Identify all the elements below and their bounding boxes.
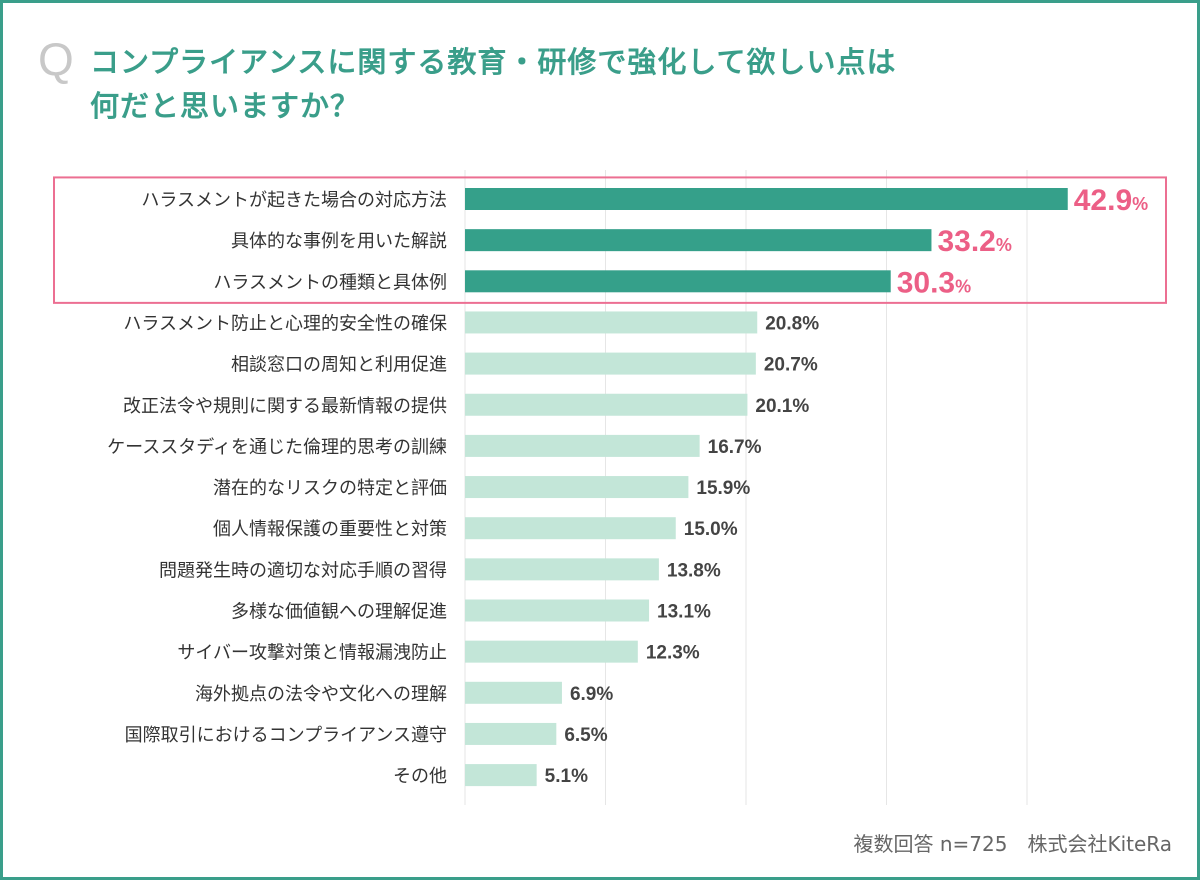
category-label: ハラスメントが起きた場合の対応方法 (141, 190, 447, 211)
bar (465, 311, 758, 334)
value-label: 30.3% (897, 266, 971, 299)
unit-label: % (704, 560, 721, 581)
category-label: 問題発生時の適切な対応手順の習得 (159, 560, 447, 581)
value-label: 15.9% (696, 478, 750, 499)
category-label: 改正法令や規則に関する最新情報の提供 (123, 396, 447, 417)
unit-label: % (745, 437, 762, 458)
value-label: 20.7% (764, 355, 818, 376)
unit-label: % (955, 276, 971, 296)
unit-label: % (802, 313, 819, 334)
bar (465, 764, 537, 787)
bar (465, 393, 748, 416)
bar (465, 270, 891, 293)
category-label: 個人情報保護の重要性と対策 (213, 519, 447, 540)
bar (465, 188, 1068, 210)
unit-label: % (683, 643, 700, 664)
value-label: 6.5% (564, 725, 607, 746)
unit-label: % (801, 355, 818, 376)
category-label: その他 (393, 766, 447, 787)
value-label: 12.3% (646, 643, 700, 664)
title-line-2: 何だと思いますか？ (90, 89, 361, 123)
bar (465, 599, 650, 622)
category-label: サイバー攻撃対策と情報漏洩防止 (177, 643, 447, 664)
chart-title: コンプライアンスに関する教育・研修で強化して欲しい点は 何だと思いますか？ (90, 40, 990, 128)
highlight-box (53, 176, 1167, 304)
bar (465, 476, 689, 499)
bar (465, 558, 659, 581)
value-label: 20.8% (765, 313, 819, 334)
value-label: 16.7% (708, 437, 762, 458)
value-label: 13.1% (657, 602, 711, 623)
unit-label: % (792, 396, 809, 417)
unit-label: % (1132, 194, 1148, 214)
bar (465, 517, 676, 540)
category-label: 相談窓口の周知と利用促進 (231, 355, 447, 376)
question-mark: Q (38, 33, 74, 85)
category-label: 多様な価値観への理解促進 (231, 602, 447, 623)
category-label: 具体的な事例を用いた解説 (231, 231, 447, 252)
unit-label: % (721, 519, 738, 540)
category-label: 潜在的なリスクの特定と評価 (213, 478, 447, 499)
value-label: 13.8% (667, 560, 721, 581)
value-label: 5.1% (545, 766, 588, 787)
unit-label: % (571, 766, 588, 787)
bar (465, 640, 638, 663)
bar (465, 681, 562, 704)
unit-label: % (733, 478, 750, 499)
footer-note: 複数回答 n=725 株式会社KiteRa (853, 832, 1173, 856)
category-label: ハラスメントの種類と具体例 (213, 272, 447, 293)
value-label: 20.1% (755, 396, 809, 417)
bar (465, 722, 557, 745)
unit-label: % (996, 235, 1012, 255)
title-line-1: コンプライアンスに関する教育・研修で強化して欲しい点は (90, 45, 897, 79)
bar (465, 434, 700, 457)
bar (465, 352, 756, 375)
unit-label: % (596, 684, 613, 705)
value-label: 15.0% (684, 519, 738, 540)
unit-label: % (591, 725, 608, 746)
category-label: 海外拠点の法令や文化への理解 (195, 684, 447, 705)
value-label: 6.9% (570, 684, 613, 705)
category-label: ケーススタディを通じた倫理的思考の訓練 (107, 437, 447, 458)
value-label: 42.9% (1074, 184, 1148, 217)
value-label: 33.2% (937, 225, 1011, 258)
unit-label: % (694, 602, 711, 623)
category-label: ハラスメント防止と心理的安全性の確保 (123, 313, 447, 334)
bar (465, 229, 932, 252)
category-label: 国際取引におけるコンプライアンス遵守 (125, 725, 447, 746)
